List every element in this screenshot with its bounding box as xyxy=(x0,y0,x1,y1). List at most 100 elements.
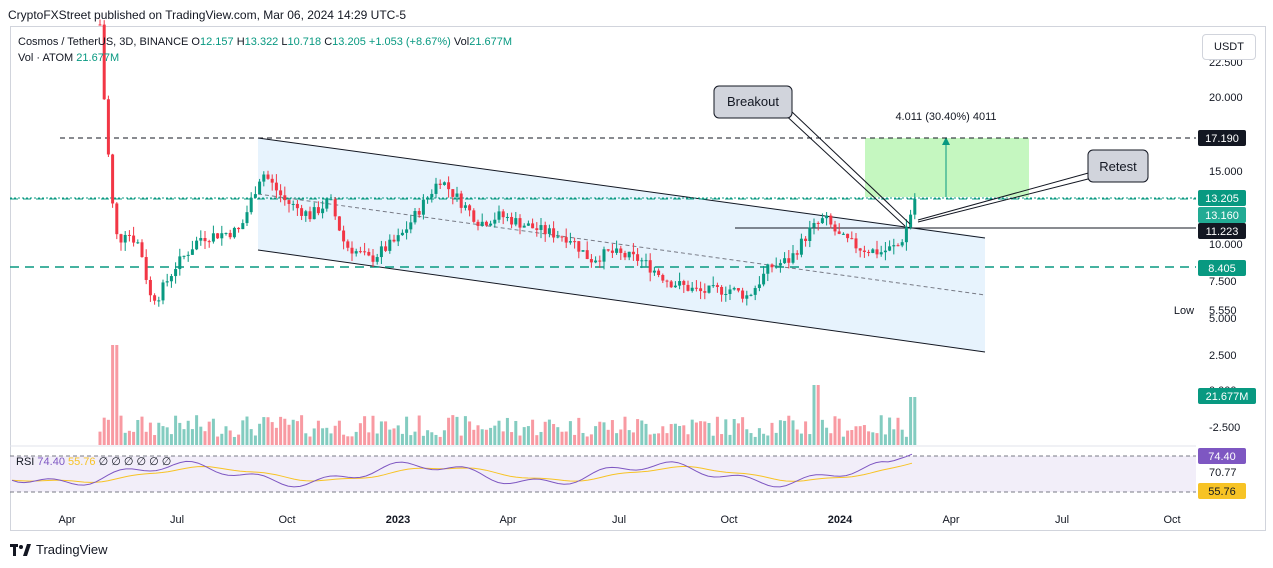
volume-bar xyxy=(270,422,274,445)
volume-bar xyxy=(913,397,917,445)
candle-body xyxy=(875,249,879,255)
candle-body xyxy=(249,197,253,213)
volume-bar xyxy=(732,419,736,445)
candle-body xyxy=(413,211,417,223)
volume-bar xyxy=(468,421,472,445)
candle-body xyxy=(417,211,421,215)
volume-bar xyxy=(316,420,320,445)
x-tick-11: Oct xyxy=(1163,514,1180,526)
candle-body xyxy=(783,258,787,264)
candle-body xyxy=(447,182,451,190)
retest-callout: Retest xyxy=(917,149,1149,223)
volume-bar xyxy=(228,430,232,445)
volume-bar xyxy=(329,433,333,445)
volume-bar xyxy=(652,433,656,445)
volume-bar xyxy=(526,426,530,445)
y-tick-7: 2.500 xyxy=(1209,350,1237,362)
volume-bar xyxy=(644,423,648,445)
candle-body xyxy=(900,242,904,246)
candle-body xyxy=(581,250,585,252)
volume-bar xyxy=(510,432,514,445)
candle-body xyxy=(825,215,829,219)
volume-bar xyxy=(211,418,215,445)
volume-bar xyxy=(812,385,816,445)
currency-button[interactable]: USDT xyxy=(1202,34,1256,60)
price-label-17190: 17.190 xyxy=(1205,133,1239,145)
volume-bar xyxy=(367,432,371,445)
volume-bar xyxy=(850,430,854,445)
x-tick-8: 2024 xyxy=(828,514,853,526)
rsi-band xyxy=(10,456,1196,492)
volume-bar xyxy=(543,421,547,445)
rsi-legend-value: 74.40 xyxy=(37,456,65,468)
candle-body xyxy=(514,218,518,225)
rsi-label-74: 74.40 xyxy=(1208,451,1236,463)
volume-bar xyxy=(846,430,850,445)
volume-bar xyxy=(178,422,182,445)
candle-body xyxy=(778,263,782,266)
volume-bar xyxy=(333,425,337,445)
volume-bar xyxy=(745,429,749,445)
volume-bar xyxy=(816,385,820,445)
volume-bar xyxy=(476,425,480,445)
candle-body xyxy=(489,223,493,226)
x-tick-6: Jul xyxy=(612,514,626,526)
legend-symbol[interactable]: Cosmos / TetherUS, 3D, BINANCE xyxy=(18,36,189,48)
volume-bar xyxy=(346,436,350,445)
legend-h-label: H xyxy=(236,36,245,48)
candle-body xyxy=(791,253,795,263)
volume-bar xyxy=(535,435,539,445)
rsi-ma-line xyxy=(11,462,913,483)
volume-bar xyxy=(661,426,665,445)
volume-bar xyxy=(132,431,136,445)
volume-bar xyxy=(501,431,505,445)
volume-bar xyxy=(199,426,203,445)
candle-body xyxy=(157,300,161,302)
candle-body xyxy=(350,247,354,254)
x-tick-3: Oct xyxy=(278,514,295,526)
retest-pointer-b xyxy=(917,177,1093,223)
volume-legend[interactable]: Vol · ATOM 21.677M xyxy=(18,52,119,64)
low-label: Low xyxy=(1174,305,1194,317)
candle-body xyxy=(829,215,833,225)
breakout-label-box xyxy=(713,85,793,119)
rsi-legend[interactable]: RSI 74.40 55.76 ∅ ∅ ∅ ∅ ∅ ∅ xyxy=(16,455,171,468)
price-label-13205-bg xyxy=(1198,190,1246,206)
x-tick-1: Apr xyxy=(58,514,75,526)
candle-body xyxy=(715,285,719,287)
candle-body xyxy=(762,273,766,285)
footer[interactable]: TradingView xyxy=(10,542,108,557)
volume-bar xyxy=(804,421,808,445)
candle-body xyxy=(270,178,274,183)
legend-close: 13.205 xyxy=(332,36,366,48)
candle-body xyxy=(657,270,661,276)
volume-bar xyxy=(757,428,761,445)
volume-bar xyxy=(258,423,262,445)
candle-body xyxy=(850,238,854,240)
ohlc-legend: Cosmos / TetherUS, 3D, BINANCE O12.157 H… xyxy=(18,36,512,48)
volume-bar xyxy=(388,429,392,445)
volume-bar xyxy=(598,421,602,445)
candle-body xyxy=(161,282,165,301)
candle-body xyxy=(106,99,110,155)
volume-bar xyxy=(417,415,421,445)
candle-body xyxy=(841,233,845,235)
candle-body xyxy=(392,239,396,242)
y-tick-9: -2.500 xyxy=(1209,422,1240,434)
volume-bar xyxy=(568,421,572,445)
candle-body xyxy=(686,284,690,291)
candle-body xyxy=(594,260,598,263)
volume-bar xyxy=(829,433,833,445)
candle-body xyxy=(644,260,648,262)
volume-bar xyxy=(678,425,682,445)
candle-body xyxy=(115,203,119,235)
candle-body xyxy=(598,260,602,262)
candle-body xyxy=(283,195,287,201)
candle-body xyxy=(493,219,497,224)
volume-bar xyxy=(413,431,417,445)
candle-body xyxy=(745,295,749,299)
volume-bar xyxy=(892,429,896,445)
volume-bar xyxy=(358,423,362,445)
candle-body xyxy=(631,251,635,255)
